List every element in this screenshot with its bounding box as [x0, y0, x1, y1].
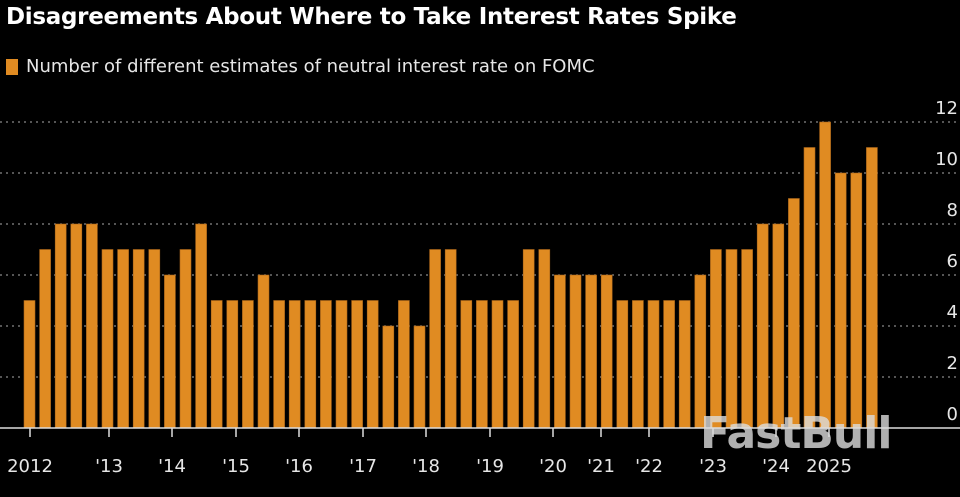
bar — [460, 300, 473, 429]
x-tick-label: 2012 — [7, 456, 53, 477]
x-tick-label: '14 — [158, 456, 186, 477]
bar — [195, 223, 207, 429]
bar — [320, 300, 332, 429]
bar — [647, 300, 660, 429]
bar — [819, 121, 831, 429]
x-tick-label: '22 — [635, 456, 663, 477]
bar — [304, 300, 317, 429]
bar — [382, 325, 395, 429]
bar — [164, 274, 176, 429]
bar — [756, 223, 769, 429]
legend-label: Number of different estimates of neutral… — [26, 56, 595, 77]
y-tick-label: 8 — [947, 200, 958, 221]
bar — [444, 249, 457, 429]
bar — [850, 172, 863, 429]
bar — [132, 249, 145, 429]
x-tick-label: '20 — [539, 456, 567, 477]
bar — [554, 274, 566, 429]
x-tick-label: '23 — [699, 456, 727, 477]
x-tick-label: '21 — [587, 456, 615, 477]
bar — [522, 249, 535, 429]
bar — [39, 249, 51, 429]
bar — [663, 300, 675, 429]
bar — [741, 249, 753, 429]
bar — [226, 300, 239, 429]
legend: Number of different estimates of neutral… — [6, 56, 595, 77]
bar — [179, 249, 192, 429]
y-tick-label: 12 — [935, 98, 958, 119]
bar — [101, 249, 114, 429]
x-tick-label: '15 — [222, 456, 250, 477]
x-tick-label: '18 — [412, 456, 440, 477]
bar — [23, 300, 36, 429]
bar — [491, 300, 504, 429]
bar — [54, 223, 67, 429]
bar — [616, 300, 629, 429]
bar — [788, 198, 800, 429]
bar — [803, 147, 816, 429]
bar — [725, 249, 738, 429]
bar — [273, 300, 285, 429]
x-tick-label: '24 — [762, 456, 790, 477]
bar — [398, 300, 410, 429]
bar — [413, 325, 426, 429]
bar — [351, 300, 363, 429]
bar — [366, 300, 379, 429]
bar — [257, 274, 270, 429]
bar — [710, 249, 722, 429]
x-tick-label: '16 — [285, 456, 313, 477]
bar — [600, 274, 613, 429]
chart-title: Disagreements About Where to Take Intere… — [6, 4, 737, 30]
bar — [86, 223, 98, 429]
bar — [476, 300, 488, 429]
bar — [507, 300, 519, 429]
y-tick-label: 10 — [935, 149, 958, 170]
x-tick-label: 2025 — [806, 456, 852, 477]
y-tick-label: 0 — [947, 404, 958, 425]
bar — [678, 300, 691, 429]
bar — [242, 300, 254, 429]
x-tick-label: '13 — [95, 456, 123, 477]
x-tick-label: '17 — [349, 456, 377, 477]
y-tick-label: 2 — [947, 353, 958, 374]
bar — [772, 223, 785, 429]
bar — [210, 300, 223, 429]
bar — [866, 147, 878, 429]
bar — [288, 300, 301, 429]
x-tick-label: '19 — [476, 456, 504, 477]
bar — [335, 300, 348, 429]
bar — [632, 300, 644, 429]
bar — [538, 249, 551, 429]
bar — [834, 172, 847, 429]
y-tick-label: 6 — [947, 251, 958, 272]
bar — [585, 274, 597, 429]
watermark-logo: FastBull — [700, 408, 892, 459]
legend-swatch — [6, 58, 18, 75]
y-tick-label: 4 — [947, 302, 958, 323]
bar — [117, 249, 129, 429]
bar — [70, 223, 83, 429]
bar — [569, 274, 582, 429]
bar — [429, 249, 441, 429]
bar — [148, 249, 161, 429]
bar — [694, 274, 707, 429]
